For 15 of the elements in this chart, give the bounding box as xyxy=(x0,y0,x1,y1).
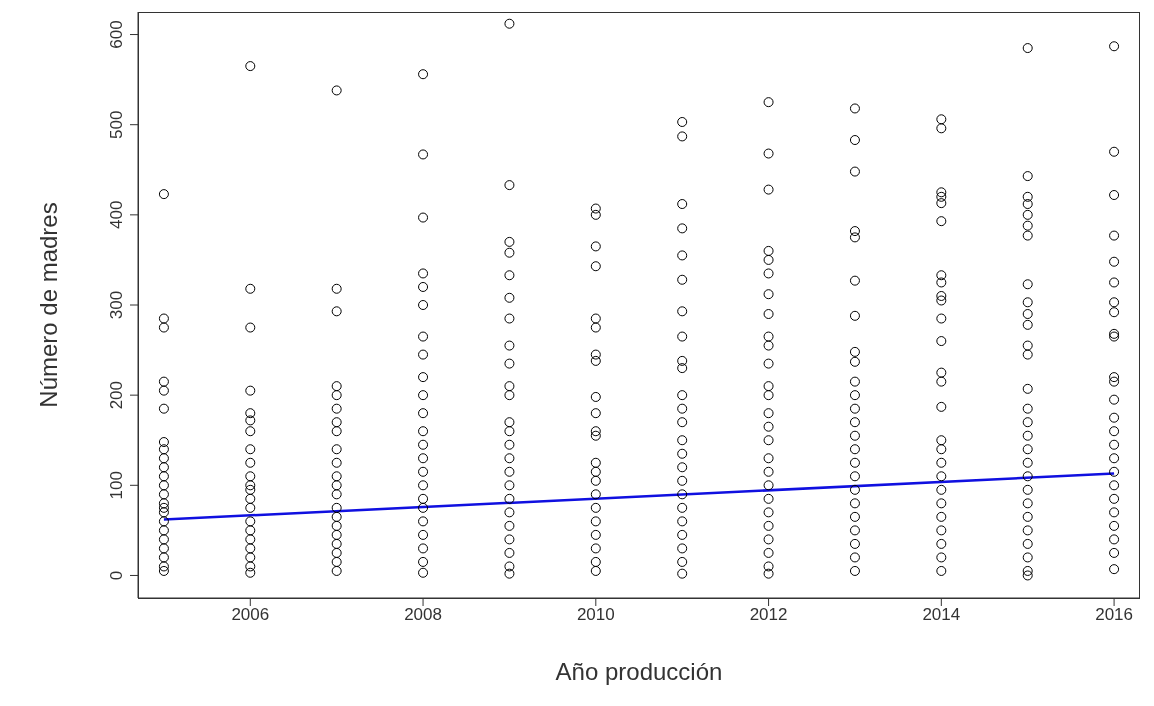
x-axis-title: Año producción xyxy=(555,658,723,685)
y-tick-label: 100 xyxy=(107,471,126,500)
x-tick-label: 2014 xyxy=(922,605,961,625)
y-tick-label: 500 xyxy=(107,110,126,139)
y-tick-label: 0 xyxy=(107,570,126,581)
y-tick-label: 600 xyxy=(107,20,126,49)
x-tick-label: 2012 xyxy=(749,605,788,625)
x-tick-label: 2008 xyxy=(404,605,442,625)
y-axis-title: Número de madres xyxy=(34,202,62,408)
x-tick-label: 2006 xyxy=(231,605,270,625)
x-tick-label: 2016 xyxy=(1095,605,1133,625)
y-tick-label: 300 xyxy=(107,290,126,320)
y-tick-label: 200 xyxy=(107,380,126,410)
x-tick-label: 2010 xyxy=(576,605,615,625)
y-tick-label: 400 xyxy=(107,200,126,230)
